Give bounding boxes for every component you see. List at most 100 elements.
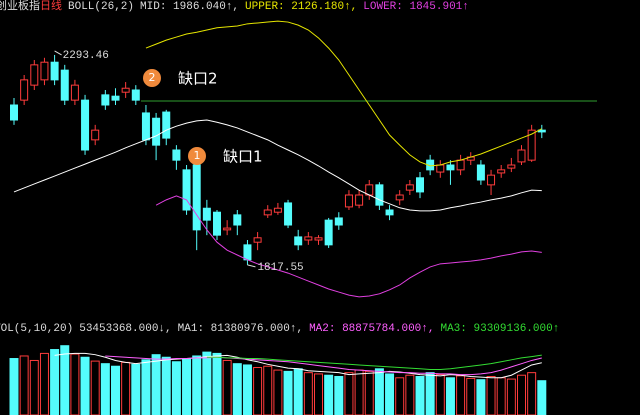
- band-line: [145, 20, 543, 167]
- volume-bar: [374, 368, 384, 415]
- legend-entry: UPPER: 2126.180↑,: [245, 1, 357, 13]
- volume-bar: [517, 374, 526, 415]
- volume-bar: [527, 372, 537, 415]
- volume-bar: [202, 351, 212, 415]
- volume-bar: [151, 354, 161, 415]
- candle-body: [131, 89, 140, 101]
- candle-body: [141, 112, 150, 141]
- legend-entry: MA2: 88875784.000↑,: [309, 323, 434, 335]
- candle-body: [497, 169, 506, 174]
- volume-bar: [283, 370, 293, 415]
- candle-body: [60, 69, 69, 101]
- volume-bar: [415, 376, 425, 415]
- volume-bar: [253, 367, 263, 415]
- legend-entry: MA3: 93309136.000↑: [440, 323, 559, 335]
- legend-entry: MID: 1986.040↑,: [140, 1, 239, 13]
- volume-bar: [70, 353, 80, 415]
- candle-body: [172, 149, 181, 161]
- gap-badge: [143, 69, 161, 87]
- last-volume: 53453368.000↓,: [79, 323, 171, 335]
- candle-body: [355, 194, 364, 206]
- low-label: 1817.55: [257, 262, 303, 274]
- volume-bar: [131, 363, 141, 415]
- volume-bar: [293, 368, 303, 415]
- candle-body: [385, 209, 394, 216]
- gap-badge-label: 1: [194, 149, 201, 162]
- leader: [247, 264, 256, 268]
- volume-bar: [506, 378, 516, 415]
- volume-bar: [9, 358, 19, 415]
- volume-bar: [141, 359, 151, 415]
- candle-body: [263, 209, 272, 216]
- candle-body: [30, 64, 39, 86]
- volume-header: VOL(5,10,20) 53453368.000↓, MA1: 81380976.…: [0, 323, 559, 335]
- candle-body: [91, 129, 100, 141]
- volume-bar: [192, 355, 202, 415]
- candle-body: [507, 164, 516, 169]
- volume-bar: [273, 369, 283, 415]
- volume-bar: [476, 379, 486, 415]
- gap-label: 缺口2: [178, 70, 218, 88]
- candle-body: [527, 129, 536, 161]
- volume-bar: [314, 373, 323, 415]
- volume-bar: [496, 377, 506, 415]
- volume-bar: [425, 372, 435, 415]
- volume-bar: [29, 359, 39, 415]
- candle-body: [121, 87, 130, 93]
- band-line: [155, 195, 542, 298]
- band-line: [206, 354, 542, 370]
- volume-bar: [171, 361, 181, 415]
- volume-bar: [232, 363, 242, 415]
- indicator: BOLL(26,2): [68, 1, 134, 13]
- candle-body: [233, 214, 242, 226]
- volume-bar: [222, 359, 232, 415]
- volume-bar: [445, 377, 455, 415]
- title: 创业板指: [0, 0, 40, 13]
- candle-body: [476, 164, 485, 181]
- candle-body: [70, 84, 79, 101]
- volume-bar: [90, 360, 100, 415]
- volume-bar: [486, 376, 496, 415]
- volume-bar: [303, 372, 313, 415]
- candle-body: [223, 227, 232, 231]
- legend-entry: LOWER: 1845.901↑: [363, 1, 469, 13]
- high-label: 2293.46: [63, 50, 109, 62]
- candle-body: [304, 236, 313, 241]
- volume-bar: [60, 345, 70, 415]
- volume-bar: [466, 377, 476, 415]
- volume-bar: [405, 374, 415, 415]
- plot-area: 2293.46 1817.55: [9, 20, 597, 415]
- candle-body: [487, 174, 496, 186]
- volume-bar: [324, 374, 334, 415]
- price-header: 创业板指日线 BOLL(26,2) MID: 1986.040↑, UPPER: 21…: [0, 0, 469, 13]
- volume-bar: [19, 355, 29, 415]
- volume-bar: [80, 356, 90, 415]
- volume-bar: [121, 361, 131, 415]
- candle-body: [162, 111, 171, 139]
- gap-label: 缺口1: [223, 148, 263, 166]
- legend-entry: MA1: 81380976.000↑,: [178, 323, 303, 335]
- candle-body: [152, 117, 161, 146]
- volume-bar: [364, 370, 374, 415]
- volume-bar: [435, 374, 445, 415]
- candle-body: [344, 194, 353, 208]
- gap-badge-label: 2: [149, 71, 156, 84]
- volume-bar: [242, 364, 252, 415]
- volume-bar: [344, 372, 354, 415]
- candle-body: [395, 194, 404, 201]
- candle-body: [517, 149, 526, 163]
- volume-bar: [111, 365, 120, 415]
- candle-body: [405, 184, 414, 191]
- candle-body: [81, 99, 90, 151]
- candle-body: [273, 207, 282, 213]
- volume-bar: [161, 356, 171, 415]
- candle-body: [284, 202, 293, 226]
- volume-bar: [334, 376, 344, 415]
- candle-body: [111, 95, 120, 101]
- volume-bar: [182, 358, 192, 415]
- band-line: [54, 352, 542, 379]
- candle-body: [202, 207, 211, 221]
- candle-body: [324, 219, 333, 246]
- candle-body: [314, 237, 323, 241]
